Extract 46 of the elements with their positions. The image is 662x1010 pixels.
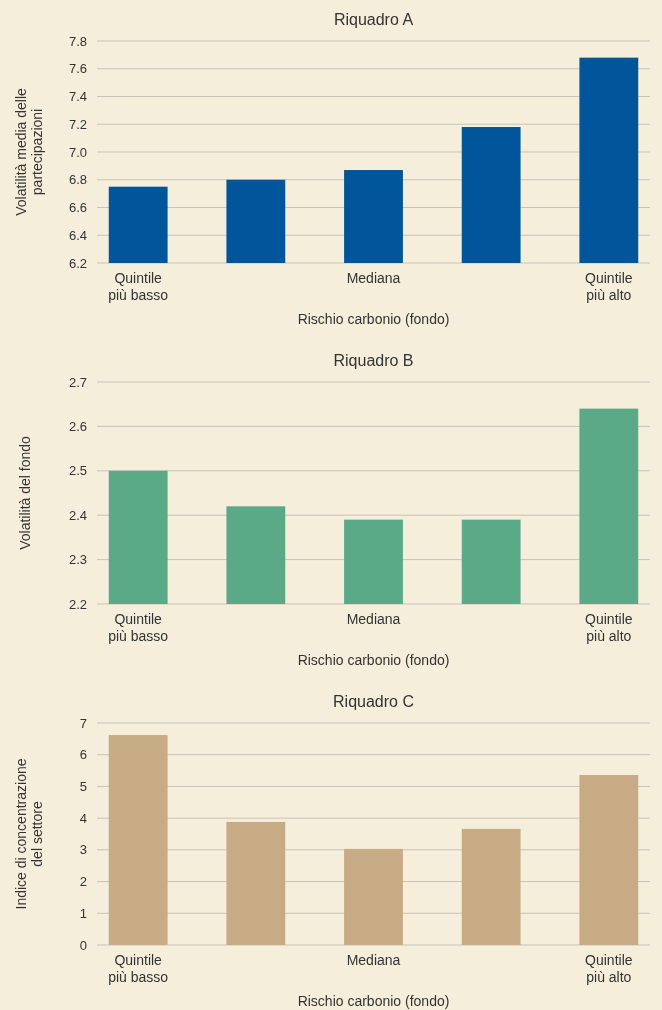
x-tick-label: Mediana <box>346 270 401 286</box>
y-tick-label: 6.4 <box>68 227 87 243</box>
y-tick-label: 1 <box>79 905 87 921</box>
chart-title: Riquadro C <box>333 693 414 710</box>
y-tick-label: 7.6 <box>68 61 87 77</box>
x-tick-label: Quintile più basso <box>108 270 169 303</box>
y-tick-label: 0 <box>79 937 87 953</box>
y-tick-label: 6 <box>79 747 87 763</box>
x-axis-title: Rischio carbonio (fondo) <box>297 311 450 327</box>
x-tick-label: Quintile più alto <box>585 270 633 303</box>
y-tick-label: 7.8 <box>68 33 87 49</box>
x-tick-label: Mediana <box>346 611 401 627</box>
x-axis-title: Rischio carbonio (fondo) <box>297 652 450 668</box>
y-tick-label: 6.2 <box>68 255 87 271</box>
y-tick-label: 7.2 <box>68 116 87 132</box>
bar <box>579 775 639 945</box>
bar <box>226 821 286 945</box>
chart-title: Riquadro A <box>333 11 414 28</box>
x-axis-title: Rischio carbonio (fondo) <box>297 993 450 1009</box>
y-tick-label: 2.5 <box>68 463 87 479</box>
bar <box>344 848 403 945</box>
y-axis-title: Indice di concentrazione del settore <box>13 758 45 910</box>
y-tick-label: 3 <box>79 842 87 858</box>
y-tick-label: 7.4 <box>68 89 87 105</box>
y-tick-label: 2.6 <box>68 418 87 434</box>
y-tick-label: 2.4 <box>68 507 87 523</box>
y-axis-title: Volatilità del fondo <box>17 435 33 550</box>
y-tick-label: 7.0 <box>68 144 87 160</box>
bar <box>108 735 168 945</box>
y-tick-label: 6.6 <box>68 200 87 216</box>
chart-title: Riquadro B <box>333 352 414 369</box>
x-tick-label: Quintile più alto <box>585 952 633 985</box>
y-tick-label: 2.2 <box>68 596 87 612</box>
y-axis-title: Volatilità media delle partecipazioni <box>13 87 45 216</box>
bar <box>461 828 521 945</box>
y-tick-label: 2.3 <box>68 552 87 568</box>
y-tick-label: 4 <box>79 810 87 826</box>
x-tick-label: Quintile più basso <box>108 952 169 985</box>
x-tick-label: Quintile più basso <box>108 611 169 644</box>
y-tick-label: 5 <box>79 778 87 794</box>
x-tick-label: Mediana <box>346 952 401 968</box>
x-tick-label: Quintile più alto <box>585 611 633 644</box>
y-tick-label: 6.8 <box>68 172 87 188</box>
y-tick-label: 2.7 <box>68 374 87 390</box>
y-tick-label: 7 <box>79 715 87 731</box>
y-tick-label: 2 <box>79 874 87 890</box>
